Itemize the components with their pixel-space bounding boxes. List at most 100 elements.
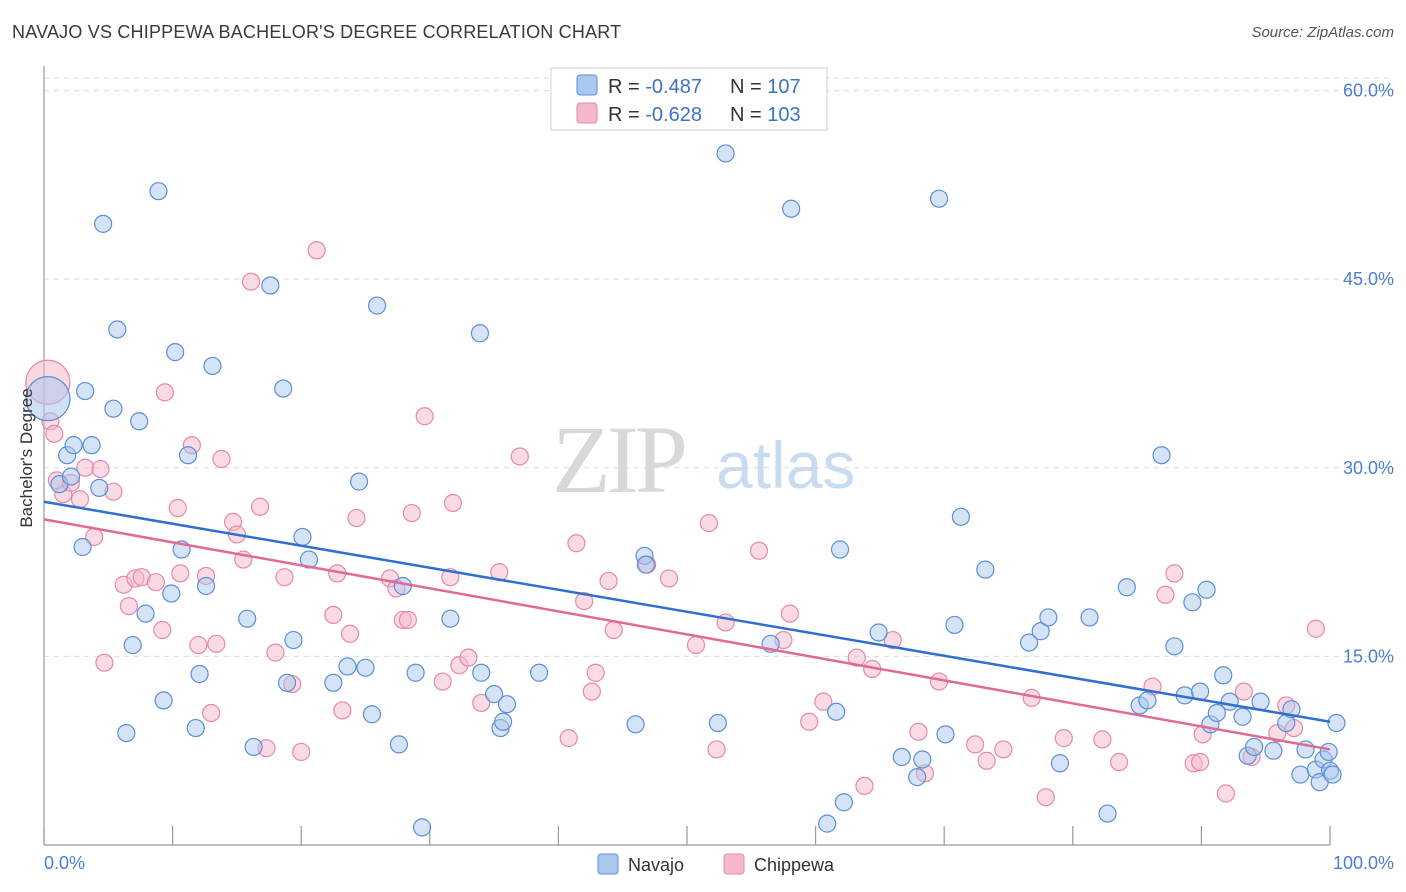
- navajo-point-90: [1220, 692, 1239, 711]
- bottom-legend-chippewa: Chippewa: [754, 855, 835, 875]
- navajo-point-69: [945, 615, 964, 635]
- navajo-point-26: [238, 609, 257, 628]
- navajo-point-105: [1323, 765, 1342, 784]
- legend-chippewa-n-label: N =: [730, 104, 767, 126]
- chippewa-point-68: [707, 740, 726, 759]
- chippewa-point-87: [1054, 729, 1073, 748]
- watermark: ZIP atlas: [552, 406, 855, 513]
- legend-chippewa-n-value: 103: [767, 104, 800, 126]
- chippewa-point-65: [659, 569, 679, 588]
- chippewa-point-2: [45, 424, 64, 443]
- navajo-point-29: [274, 379, 293, 398]
- navajo-point-70: [951, 507, 971, 526]
- chippewa-point-97: [1234, 682, 1253, 701]
- chippewa-point-74: [814, 692, 833, 711]
- chippewa-point-54: [472, 693, 491, 713]
- navajo-point-31: [284, 630, 303, 650]
- chippewa-point-18: [155, 383, 174, 402]
- chippewa-point-57: [559, 729, 578, 748]
- navajo-point-98: [1291, 765, 1310, 784]
- source-credit: Source: ZipAtlas.com: [1251, 24, 1394, 41]
- navajo-point-16: [149, 182, 168, 201]
- chippewa-point-16: [146, 573, 165, 592]
- navajo-point-88: [1207, 703, 1226, 723]
- chippewa-point-31: [250, 497, 270, 516]
- y-tick-label-0: 15.0%: [1343, 646, 1394, 666]
- navajo-point-47: [485, 685, 504, 704]
- navajo-point-10: [104, 399, 123, 418]
- navajo-point-76: [1080, 608, 1099, 627]
- chippewa-point-53: [459, 648, 478, 667]
- navajo-point-61: [830, 540, 850, 559]
- chippewa-point-91: [1156, 585, 1175, 604]
- chippewa-point-48: [415, 407, 434, 426]
- navajo-point-89: [1214, 666, 1233, 685]
- navajo-point-82: [1165, 637, 1184, 656]
- y-axis-label: Bachelor's Degree: [17, 388, 36, 527]
- navajo-point-59: [818, 814, 837, 833]
- navajo-point-42: [406, 663, 425, 682]
- chippewa-point-47: [402, 503, 421, 523]
- top-legend: R = -0.487 N = 107 R = -0.628 N = 103: [550, 67, 828, 131]
- navajo-point-50: [497, 695, 517, 714]
- navajo-point-60: [827, 702, 846, 721]
- navajo-point-24: [196, 576, 216, 596]
- navajo-point-0: [25, 376, 71, 422]
- trend-lines: [43, 500, 1331, 751]
- axes: [43, 66, 1331, 846]
- chippewa-point-6: [70, 490, 90, 509]
- chippewa-point-79: [909, 722, 928, 741]
- legend-chippewa-r-label: R =: [608, 104, 645, 126]
- chippewa-point-10: [95, 653, 114, 672]
- navajo-point-13: [123, 635, 142, 655]
- chippewa-point-26: [212, 449, 231, 469]
- navajo-point-72: [1019, 633, 1039, 652]
- navajo-point-28: [261, 276, 280, 295]
- navajo-point-73: [1031, 622, 1050, 641]
- navajo-point-5: [73, 537, 92, 557]
- navajo-point-9: [94, 214, 113, 233]
- chippewa-point-63: [604, 620, 623, 640]
- chippewa-point-83: [977, 751, 996, 770]
- navajo-point-77: [1098, 804, 1117, 823]
- navajo-point-58: [782, 199, 801, 218]
- navajo-point-66: [913, 750, 932, 769]
- navajo-point-35: [338, 657, 357, 676]
- chippewa-point-75: [847, 648, 866, 667]
- chippewa-point-86: [1036, 788, 1055, 807]
- legend-navajo-n-label: N =: [730, 76, 767, 98]
- y-tick-label-3: 60.0%: [1343, 81, 1394, 101]
- navajo-point-45: [470, 324, 490, 343]
- chippewa-point-96: [1216, 784, 1235, 803]
- navajo-point-39: [367, 296, 387, 315]
- chippewa-trend-line: [43, 518, 1331, 751]
- navajo-point-33: [299, 550, 319, 569]
- navajo-point-106: [1327, 713, 1346, 733]
- navajo-point-93: [1245, 737, 1264, 757]
- navajo-point-18: [162, 584, 181, 603]
- navajo-point-75: [1050, 754, 1070, 773]
- chippewa-point-73: [800, 712, 819, 731]
- chippewa-points: [25, 241, 1325, 807]
- navajo-point-46: [472, 663, 491, 682]
- grid: [44, 77, 1394, 657]
- chippewa-point-13: [119, 596, 138, 616]
- navajo-trend-line: [43, 500, 1331, 724]
- navajo-point-103: [1319, 742, 1338, 762]
- navajo-point-44: [441, 609, 460, 628]
- legend-navajo-n-value: 107: [767, 76, 800, 98]
- navajo-point-25: [203, 356, 222, 376]
- navajo-point-65: [908, 768, 927, 787]
- chippewa-point-58: [567, 534, 586, 553]
- chippewa-point-46: [398, 610, 418, 630]
- chippewa-point-67: [699, 514, 718, 533]
- chippewa-point-56: [510, 447, 529, 466]
- chippewa-point-60: [582, 682, 601, 701]
- chippewa-point-62: [599, 571, 618, 591]
- navajo-point-51: [530, 663, 549, 682]
- navajo-point-49: [494, 712, 513, 731]
- chippewa-point-88: [1093, 730, 1112, 749]
- navajo-point-71: [976, 560, 995, 579]
- x-tick-min: 0.0%: [44, 853, 85, 873]
